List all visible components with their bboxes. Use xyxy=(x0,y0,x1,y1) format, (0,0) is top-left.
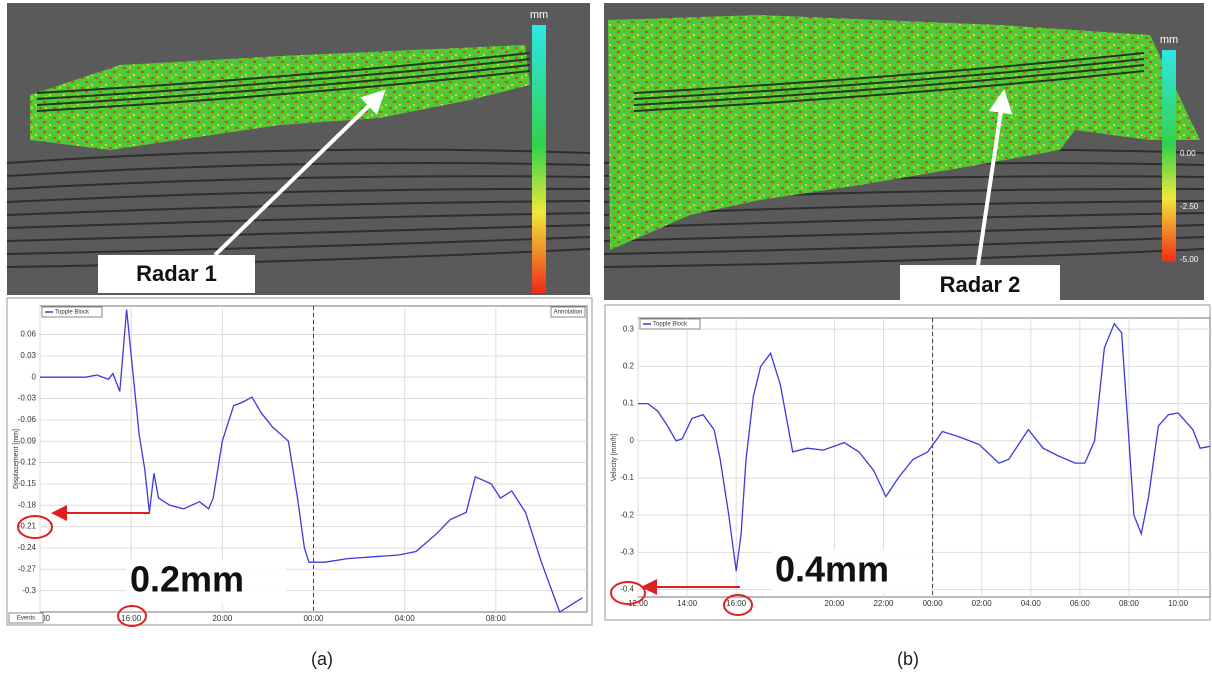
bench-line xyxy=(633,58,1145,100)
x-tick-label: 22:00 xyxy=(873,599,894,608)
legend-label: Topple Block xyxy=(55,310,90,316)
x-tick-label: 00:00 xyxy=(303,614,324,623)
annotation: 0.4mm xyxy=(775,549,889,590)
series-line xyxy=(638,322,1211,572)
terrain-contour xyxy=(6,148,591,164)
x-tick-label: 02:00 xyxy=(972,599,993,608)
radar-label-box xyxy=(98,255,255,293)
y-tick-label: 0.3 xyxy=(623,324,635,333)
y-tick-label: -0.09 xyxy=(18,436,37,445)
bench-line xyxy=(36,64,531,106)
terrain-contour xyxy=(603,248,1205,268)
x-tick-label: 20:00 xyxy=(824,599,845,608)
y-tick-label: -0.2 xyxy=(620,510,634,519)
y-tick-label: -0.3 xyxy=(22,586,36,595)
x-tick-label: 06:00 xyxy=(1070,599,1091,608)
terrain-contour xyxy=(6,212,591,229)
x-tick-label: 16:00 xyxy=(726,599,747,608)
x-tick-label: 20:00 xyxy=(212,614,233,623)
x-tick-label: 00:00 xyxy=(923,599,944,608)
terrain-contour xyxy=(6,187,591,203)
radar-label: Radar 1 xyxy=(136,261,217,286)
x-tick-label: 16:00 xyxy=(121,614,142,623)
colorbar-label: -2.50 xyxy=(1180,202,1199,211)
y-tick-label: -0.24 xyxy=(18,543,37,552)
terrain-contour xyxy=(603,224,1205,242)
y-tick-label: -0.27 xyxy=(18,564,37,573)
panel-caption: (a) xyxy=(311,649,333,669)
terrain-contour xyxy=(603,236,1205,255)
x-tick-label: 10:00 xyxy=(1168,599,1189,608)
legend-label: Topple Block xyxy=(653,322,688,328)
y-axis-title: Displacement [mm] xyxy=(13,429,20,489)
terrain-contour xyxy=(603,212,1205,229)
annotation-backing xyxy=(126,560,286,604)
y-tick-label: -0.18 xyxy=(18,500,37,509)
colorbar xyxy=(532,25,546,293)
red-circle xyxy=(117,605,147,627)
bench-line xyxy=(633,52,1145,94)
y-tick-label: 0.03 xyxy=(20,351,36,360)
annotation: 0.2mm xyxy=(130,559,244,600)
panel-tag-box xyxy=(8,612,44,624)
bench-line xyxy=(633,70,1145,112)
x-tick-label: 04:00 xyxy=(1021,599,1042,608)
y-axis-title: Velocity [mm/h] xyxy=(611,434,618,482)
y-tick-label: 0 xyxy=(32,372,37,381)
colorbar-label: -5.00 xyxy=(1180,255,1199,264)
panel-tag-box xyxy=(550,306,586,318)
x-tick-label: 08:00 xyxy=(1119,599,1140,608)
y-tick-label: -0.3 xyxy=(620,547,634,556)
annotation-backing xyxy=(771,550,931,594)
radar-label: Radar 2 xyxy=(940,272,1021,297)
series-line xyxy=(40,309,583,613)
y-tick-label: -0.21 xyxy=(18,522,37,531)
y-tick-label: 0.06 xyxy=(20,330,36,339)
x-tick-label: 12:00 xyxy=(628,599,649,608)
y-tick-label: 0.2 xyxy=(623,361,635,370)
red-circle xyxy=(610,581,646,605)
y-tick-label: 0 xyxy=(630,436,635,445)
y-tick-label: -0.03 xyxy=(18,394,37,403)
terrain-contour xyxy=(6,200,591,216)
y-tick-label: -0.06 xyxy=(18,415,37,424)
red-circle xyxy=(17,515,53,539)
x-tick-label: 14:00 xyxy=(677,599,698,608)
bench-line xyxy=(633,64,1145,106)
colorbar-label: 0.00 xyxy=(1180,149,1196,158)
terrain-contour xyxy=(6,236,591,255)
y-tick-label: -0.12 xyxy=(18,458,37,467)
bench-line xyxy=(36,52,531,94)
colorbar xyxy=(1162,50,1176,262)
radar-arrow xyxy=(213,89,386,257)
terrain-contour xyxy=(6,175,591,190)
y-tick-label: -0.4 xyxy=(620,585,634,594)
colorbar-unit: mm xyxy=(530,9,548,21)
bench-line xyxy=(36,70,531,112)
y-tick-label: 0.1 xyxy=(623,399,635,408)
y-tick-label: -0.1 xyxy=(620,473,634,482)
x-tick-label: 08:00 xyxy=(486,614,507,623)
x-tick-label: 04:00 xyxy=(395,614,416,623)
panel-caption: (b) xyxy=(897,649,919,669)
panel-tag: Annotation xyxy=(554,310,583,316)
red-circle xyxy=(723,594,753,616)
panel-tag: Events xyxy=(17,616,35,622)
y-tick-label: -0.15 xyxy=(18,479,37,488)
legend-box xyxy=(639,318,701,330)
colorbar-unit: mm xyxy=(1160,34,1178,46)
bench-line xyxy=(36,58,531,100)
radar-arrow xyxy=(976,89,1013,266)
radar-label-box xyxy=(900,265,1060,305)
terrain-contour xyxy=(6,224,591,242)
legend-box xyxy=(41,306,103,318)
terrain-contour xyxy=(6,248,591,268)
terrain-contour xyxy=(6,162,591,177)
